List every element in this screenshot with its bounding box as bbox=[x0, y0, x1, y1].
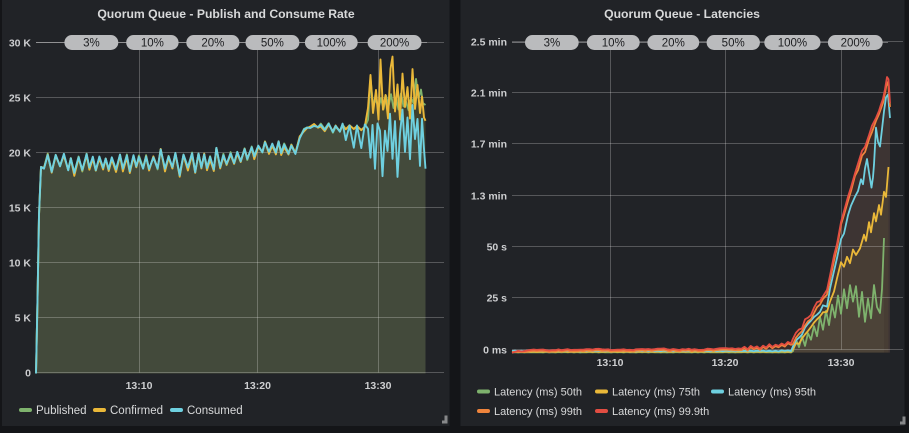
svg-text:200%: 200% bbox=[380, 38, 409, 50]
svg-text:1.7 min: 1.7 min bbox=[471, 139, 507, 151]
svg-text:13:20: 13:20 bbox=[712, 357, 739, 369]
svg-text:Consumed: Consumed bbox=[187, 405, 243, 417]
svg-text:13:30: 13:30 bbox=[365, 380, 392, 392]
svg-text:20%: 20% bbox=[662, 38, 685, 50]
svg-text:3%: 3% bbox=[83, 38, 100, 50]
svg-text:Published: Published bbox=[36, 405, 87, 417]
svg-text:25 s: 25 s bbox=[487, 293, 508, 305]
svg-text:50%: 50% bbox=[261, 38, 284, 50]
svg-text:Latency (ms) 50th: Latency (ms) 50th bbox=[494, 387, 582, 399]
svg-text:5 K: 5 K bbox=[15, 313, 32, 325]
svg-text:20%: 20% bbox=[201, 38, 224, 50]
svg-text:2.1 min: 2.1 min bbox=[471, 88, 507, 100]
svg-text:Quorum Queue - Publish and Con: Quorum Queue - Publish and Consume Rate bbox=[97, 7, 355, 21]
svg-text:10%: 10% bbox=[141, 38, 164, 50]
svg-text:10%: 10% bbox=[602, 38, 625, 50]
svg-text:13:10: 13:10 bbox=[126, 380, 153, 392]
svg-text:100%: 100% bbox=[317, 38, 346, 50]
svg-text:0 ms: 0 ms bbox=[483, 345, 507, 357]
svg-text:10 K: 10 K bbox=[9, 258, 32, 270]
svg-text:100%: 100% bbox=[778, 38, 807, 50]
svg-text:200%: 200% bbox=[841, 38, 870, 50]
svg-text:Latency (ms) 95th: Latency (ms) 95th bbox=[728, 387, 816, 399]
svg-text:13:10: 13:10 bbox=[597, 357, 624, 369]
svg-text:50 s: 50 s bbox=[487, 242, 508, 254]
svg-text:Latency (ms) 99th: Latency (ms) 99th bbox=[494, 406, 582, 418]
svg-text:Quorum Queue - Latencies: Quorum Queue - Latencies bbox=[604, 7, 760, 21]
svg-text:Latency (ms) 75th: Latency (ms) 75th bbox=[612, 387, 700, 399]
svg-text:13:20: 13:20 bbox=[244, 380, 271, 392]
svg-text:20 K: 20 K bbox=[9, 148, 32, 160]
svg-text:15 K: 15 K bbox=[9, 203, 32, 215]
svg-text:25 K: 25 K bbox=[9, 93, 32, 105]
svg-text:30 K: 30 K bbox=[9, 38, 32, 50]
svg-text:13:30: 13:30 bbox=[828, 357, 855, 369]
svg-text:Latency (ms) 99.9th: Latency (ms) 99.9th bbox=[612, 406, 709, 418]
svg-text:Confirmed: Confirmed bbox=[110, 405, 163, 417]
svg-text:0: 0 bbox=[25, 368, 31, 380]
svg-text:50%: 50% bbox=[722, 38, 745, 50]
svg-text:1.3 min: 1.3 min bbox=[471, 191, 507, 203]
svg-text:3%: 3% bbox=[544, 38, 561, 50]
svg-text:2.5 min: 2.5 min bbox=[471, 37, 507, 49]
